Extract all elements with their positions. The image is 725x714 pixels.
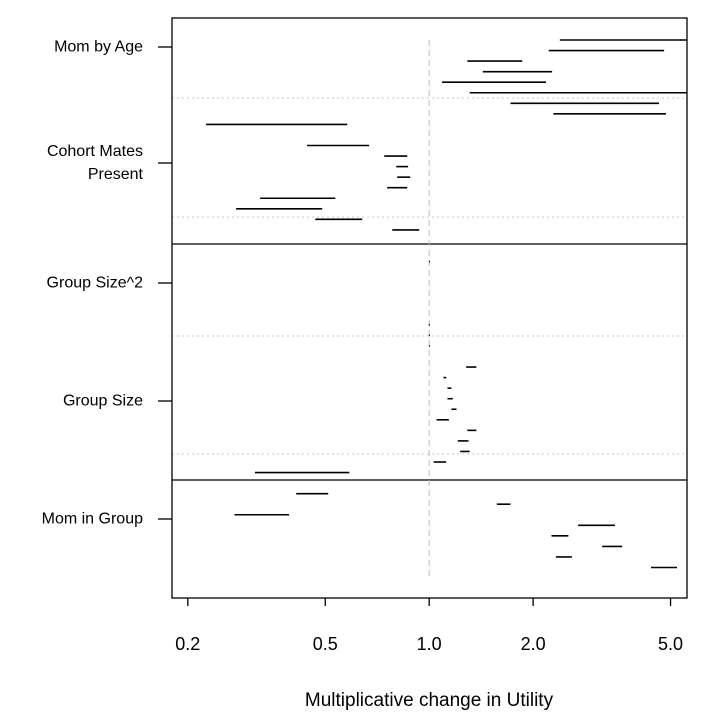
- y-tick-label: Mom in Group: [41, 510, 143, 528]
- x-tick-label: 0.2: [175, 634, 200, 654]
- intervals: [206, 39, 687, 569]
- x-tick-label: 2.0: [521, 634, 546, 654]
- x-tick-label: 5.0: [658, 634, 683, 654]
- x-tick-label: 1.0: [417, 634, 442, 654]
- y-tick-label: Group Size: [62, 392, 143, 410]
- x-axis-label: Multiplicative change in Utility: [305, 690, 554, 711]
- y-tick-label: Cohort Mates Present: [46, 143, 143, 183]
- y-tick-label: Mom by Age: [54, 38, 143, 56]
- x-tick-label: 0.5: [313, 634, 338, 654]
- y-tick-label: Group Size^2: [46, 274, 143, 292]
